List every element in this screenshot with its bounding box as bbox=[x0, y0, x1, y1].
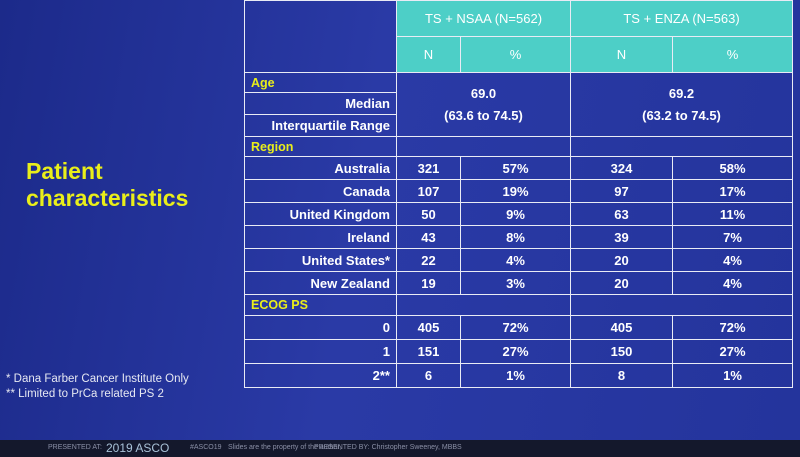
group2-header: TS + ENZA (N=563) bbox=[569, 0, 794, 37]
iqr-group2: (63.2 to 74.5) bbox=[642, 107, 721, 123]
footnotes: * Dana Farber Cancer Institute Only ** L… bbox=[6, 372, 246, 402]
table-row: Canada 107 19% 97 17% bbox=[244, 179, 794, 203]
table-row: Australia 321 57% 324 58% bbox=[244, 156, 794, 180]
group2-n-header: N bbox=[570, 36, 673, 73]
slide-footer: PRESENTED AT: 2019 ASCO #ASCO19 Slides a… bbox=[0, 440, 800, 457]
group1-pct-header: % bbox=[460, 36, 571, 73]
median-group2: 69.2 bbox=[668, 85, 695, 101]
title-line-1: Patient bbox=[26, 158, 103, 184]
hashtag-note: Slides are the property of the author, bbox=[228, 444, 342, 451]
footnote-2: ** Limited to PrCa related PS 2 bbox=[6, 388, 164, 400]
slide: Patient characteristics * Dana Farber Ca… bbox=[0, 0, 800, 440]
group1-n-header: N bbox=[396, 36, 461, 73]
table-row: Ireland 43 8% 39 7% bbox=[244, 225, 794, 249]
title-line-2: characteristics bbox=[26, 185, 189, 211]
footnote-1: * Dana Farber Cancer Institute Only bbox=[6, 373, 189, 385]
table-row: New Zealand 19 3% 20 4% bbox=[244, 271, 794, 295]
table-row: 1 151 27% 150 27% bbox=[244, 339, 794, 364]
group2-pct-header: % bbox=[671, 36, 794, 73]
section-age: Age bbox=[244, 72, 397, 93]
header-corner bbox=[244, 0, 397, 73]
median-group1: 69.0 bbox=[470, 85, 497, 101]
hashtag: #ASCO19 bbox=[190, 444, 222, 451]
table-row: 2** 6 1% 8 1% bbox=[244, 363, 794, 388]
iqr-group1: (63.6 to 74.5) bbox=[444, 107, 523, 123]
presented-at: PRESENTED AT: bbox=[48, 444, 102, 451]
patient-characteristics-table: TS + NSAA (N=562) TS + ENZA (N=563) N % … bbox=[244, 0, 794, 388]
slide-title: Patient characteristics bbox=[26, 158, 236, 212]
iqr-label: Interquartile Range bbox=[244, 114, 397, 137]
table-row: 0 405 72% 405 72% bbox=[244, 315, 794, 340]
group1-header: TS + NSAA (N=562) bbox=[396, 0, 571, 37]
table-row: United Kingdom 50 9% 63 11% bbox=[244, 202, 794, 226]
section-ecog: ECOG PS bbox=[244, 294, 397, 316]
asco-logo: 2019 ASCO bbox=[106, 441, 170, 455]
presented-by: PRESENTED BY: Christopher Sweeney, MBBS bbox=[314, 444, 462, 451]
section-region: Region bbox=[244, 136, 397, 157]
table-row: United States* 22 4% 20 4% bbox=[244, 248, 794, 272]
median-label: Median bbox=[244, 92, 397, 115]
